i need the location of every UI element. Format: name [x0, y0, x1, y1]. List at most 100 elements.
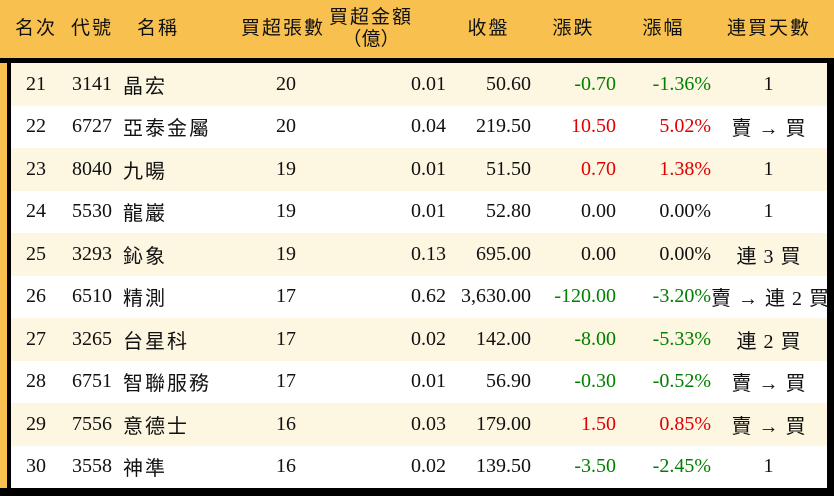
- left-gutter: [0, 63, 7, 488]
- table-row: 28 6751 智聯服務 17 0.01 56.90 -0.30 -0.52% …: [11, 360, 827, 403]
- cell-code: 6510: [61, 275, 123, 318]
- cell-close: 51.50: [446, 148, 531, 191]
- table-row: 27 3265 台星科 17 0.02 142.00 -8.00 -5.33% …: [11, 318, 827, 361]
- cell-name: 龍巖: [123, 190, 241, 233]
- cell-amount: 0.02: [296, 445, 446, 488]
- table-body: 21 3141 晶宏 20 0.01 50.60 -0.70 -1.36% 1 …: [0, 63, 834, 488]
- cell-name: 意德士: [123, 403, 241, 446]
- column-header-close: 收盤: [467, 18, 510, 40]
- cell-days: 1: [711, 63, 827, 106]
- cell-change: -120.00: [531, 275, 616, 318]
- cell-change: 1.50: [531, 403, 616, 446]
- cell-change: -3.50: [531, 445, 616, 488]
- table-header: 名次 代號 名稱 買超張數 買超金額 （億） 收盤 漲跌 漲幅 連買天數: [0, 0, 834, 63]
- cell-amount: 0.13: [296, 233, 446, 276]
- cell-change: 0.00: [531, 233, 616, 276]
- cell-volume: 17: [241, 318, 296, 361]
- cell-rank: 29: [11, 403, 61, 446]
- cell-close: 695.00: [446, 233, 531, 276]
- cell-change-pct: 0.00%: [616, 190, 711, 233]
- cell-change: 10.50: [531, 105, 616, 148]
- cell-close: 56.90: [446, 360, 531, 403]
- table-row: 21 3141 晶宏 20 0.01 50.60 -0.70 -1.36% 1: [11, 63, 827, 106]
- column-header-change-pct: 漲幅: [642, 18, 685, 40]
- cell-code: 3293: [61, 233, 123, 276]
- cell-code: 6751: [61, 360, 123, 403]
- cell-name: 九暘: [123, 148, 241, 191]
- cell-volume: 19: [241, 190, 296, 233]
- cell-change-pct: -0.52%: [616, 360, 711, 403]
- cell-name: 智聯服務: [123, 360, 241, 403]
- table-row: 29 7556 意德士 16 0.03 179.00 1.50 0.85% 賣 …: [11, 403, 827, 446]
- table-row: 24 5530 龍巖 19 0.01 52.80 0.00 0.00% 1: [11, 190, 827, 233]
- cell-amount: 0.02: [296, 318, 446, 361]
- cell-change-pct: 5.02%: [616, 105, 711, 148]
- cell-rank: 30: [11, 445, 61, 488]
- cell-code: 8040: [61, 148, 123, 191]
- cell-change: -8.00: [531, 318, 616, 361]
- cell-change: -0.70: [531, 63, 616, 106]
- column-header-net-buy-amount: 買超金額 （億）: [296, 7, 446, 51]
- cell-volume: 16: [241, 445, 296, 488]
- cell-rank: 22: [11, 105, 61, 148]
- table-row: 23 8040 九暘 19 0.01 51.50 0.70 1.38% 1: [11, 148, 827, 191]
- cell-name: 台星科: [123, 318, 241, 361]
- cell-code: 3558: [61, 445, 123, 488]
- cell-days: 賣 → 買: [711, 403, 827, 446]
- cell-change: -0.30: [531, 360, 616, 403]
- cell-amount: 0.01: [296, 148, 446, 191]
- cell-days: 1: [711, 445, 827, 488]
- table-row: 25 3293 鈊象 19 0.13 695.00 0.00 0.00% 連 3…: [11, 233, 827, 276]
- cell-change-pct: -2.45%: [616, 445, 711, 488]
- cell-close: 179.00: [446, 403, 531, 446]
- cell-days: 連 2 買: [711, 318, 827, 361]
- cell-change: 0.70: [531, 148, 616, 191]
- cell-volume: 19: [241, 233, 296, 276]
- cell-days: 1: [711, 190, 827, 233]
- cell-amount: 0.01: [296, 190, 446, 233]
- cell-amount: 0.04: [296, 105, 446, 148]
- stock-table: 21 3141 晶宏 20 0.01 50.60 -0.70 -1.36% 1 …: [11, 63, 829, 488]
- cell-change-pct: 1.38%: [616, 148, 711, 191]
- cell-change-pct: -1.36%: [616, 63, 711, 106]
- cell-close: 219.50: [446, 105, 531, 148]
- cell-volume: 19: [241, 148, 296, 191]
- table-frame: 21 3141 晶宏 20 0.01 50.60 -0.70 -1.36% 1 …: [7, 63, 834, 488]
- cell-amount: 0.01: [296, 360, 446, 403]
- table-row: 26 6510 精測 17 0.62 3,630.00 -120.00 -3.2…: [11, 275, 829, 318]
- cell-name: 鈊象: [123, 233, 241, 276]
- cell-days: 賣 → 連 2 買: [711, 275, 829, 318]
- table-row: 22 6727 亞泰金屬 20 0.04 219.50 10.50 5.02% …: [11, 105, 827, 148]
- cell-close: 3,630.00: [446, 275, 531, 318]
- column-header-rank: 名次: [14, 18, 57, 40]
- cell-rank: 23: [11, 148, 61, 191]
- table-row: 30 3558 神準 16 0.02 139.50 -3.50 -2.45% 1: [11, 445, 827, 488]
- column-header-name: 名稱: [137, 18, 180, 40]
- column-header-code: 代號: [70, 18, 113, 40]
- column-header-change: 漲跌: [552, 18, 595, 40]
- cell-days: 1: [711, 148, 827, 191]
- cell-volume: 16: [241, 403, 296, 446]
- cell-rank: 26: [11, 275, 61, 318]
- cell-volume: 20: [241, 105, 296, 148]
- cell-rank: 25: [11, 233, 61, 276]
- bottom-border: [0, 488, 834, 496]
- cell-name: 晶宏: [123, 63, 241, 106]
- cell-name: 神準: [123, 445, 241, 488]
- cell-days: 連 3 買: [711, 233, 827, 276]
- cell-volume: 17: [241, 360, 296, 403]
- cell-days: 賣 → 買: [711, 105, 827, 148]
- cell-code: 6727: [61, 105, 123, 148]
- cell-name: 精測: [123, 275, 241, 318]
- cell-rank: 27: [11, 318, 61, 361]
- cell-close: 142.00: [446, 318, 531, 361]
- cell-amount: 0.03: [296, 403, 446, 446]
- cell-rank: 21: [11, 63, 61, 106]
- cell-volume: 17: [241, 275, 296, 318]
- cell-close: 139.50: [446, 445, 531, 488]
- cell-rank: 28: [11, 360, 61, 403]
- header-row: 名次 代號 名稱 買超張數 買超金額 （億） 收盤 漲跌 漲幅 連買天數: [11, 7, 827, 51]
- amount-unit-label: （億）: [342, 29, 400, 50]
- cell-close: 52.80: [446, 190, 531, 233]
- cell-days: 賣 → 買: [711, 360, 827, 403]
